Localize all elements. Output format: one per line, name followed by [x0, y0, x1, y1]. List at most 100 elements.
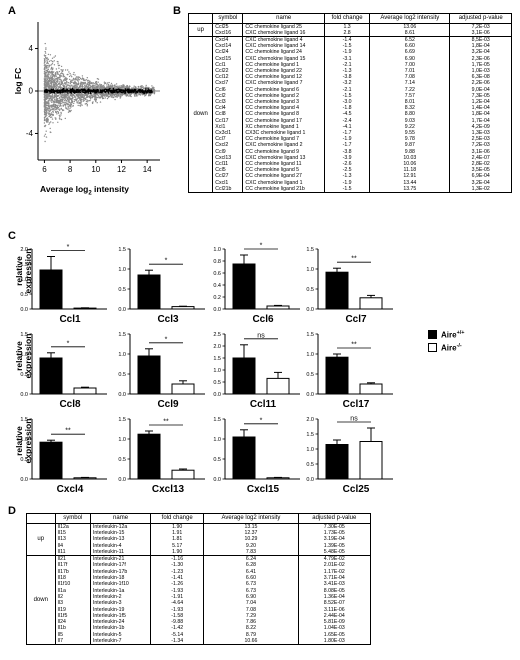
ma-point [70, 109, 72, 112]
chemokine-table-cell: CC chemokine ligand 27 [242, 173, 325, 180]
chemokine-table-cell: Ccl21b [212, 185, 243, 194]
ma-point [51, 63, 54, 65]
ma-point [119, 87, 121, 89]
interleukin-table-row: Il2 Interleukin-2 -1.91 6.90 1.36E-04 [27, 593, 371, 601]
bar-chart-y-tick-label: 1.5 [118, 417, 126, 423]
ma-point [107, 91, 109, 93]
ma-point [58, 82, 60, 85]
ma-point [48, 81, 50, 83]
chemokine-table-row: Ccl3 CC chemokine ligand 3 -3.0 8.01 1,2E-04 [189, 99, 512, 106]
ma-point [122, 93, 124, 96]
ma-point [80, 101, 82, 104]
bar-chart-y-tick-label: 2.5 [213, 332, 221, 338]
interleukin-table-cell: -1.16 [150, 555, 204, 563]
ma-point [78, 94, 80, 96]
interleukin-table-cell: Il5 [54, 631, 91, 639]
ma-point [56, 101, 59, 104]
interleukin-table-cell: Interleukin-11 [89, 548, 151, 557]
ma-point [86, 89, 89, 92]
ma-point [144, 95, 146, 97]
ma-point [54, 101, 56, 104]
chemokine-table-cell: 1,2E-04 [449, 99, 512, 106]
bar [73, 477, 97, 480]
ma-point [72, 96, 74, 99]
ma-point [114, 85, 116, 87]
ma-point [101, 85, 104, 87]
interleukin-table-cell: Interleukin-1f10 [89, 581, 151, 588]
significance-label: * [67, 244, 70, 251]
bar-chart-title: Ccl11 [250, 399, 277, 410]
bar-chart-y-tick-label: 2.0 [306, 417, 314, 423]
chemokine-table-cell: 7,3E-05 [449, 92, 512, 100]
bar-chart-y-tick-label: 1.5 [20, 332, 28, 338]
ma-point [65, 93, 67, 96]
ma-point [44, 86, 46, 88]
ma-point [61, 98, 63, 100]
chemokine-table-cell: 7.14 [369, 80, 450, 87]
interleukin-table-cell: Il12a [54, 523, 91, 530]
ma-point [76, 90, 78, 93]
ma-point [132, 89, 134, 91]
chemokine-table-row: Cx3cl1 CX3C chemokine ligand 1 -1.7 9.55 1,3… [189, 130, 512, 137]
ma-point [89, 89, 91, 91]
bar-chart-title: Cxcl15 [247, 484, 280, 495]
ma-point [84, 88, 86, 91]
ma-point [142, 94, 144, 96]
ma-point [76, 101, 78, 103]
ma-point [133, 92, 135, 95]
ma-point [55, 75, 58, 77]
ma-point [50, 64, 53, 66]
ma-point [72, 93, 74, 96]
ma-point [73, 87, 75, 90]
interleukin-table-cell: Il1f5 [54, 612, 91, 620]
ma-point [75, 82, 78, 84]
ma-point [50, 121, 52, 123]
ma-point [61, 102, 63, 105]
ma-point [63, 83, 65, 85]
interleukin-table-cell: 1.91 [150, 529, 204, 537]
bar [137, 433, 161, 480]
bar-chart-y-tick-label: 1.0 [213, 437, 221, 443]
chemokine-table-cell: Cxcl1 [212, 179, 243, 186]
interleukin-table-row: Il17b Interleukin-17b -1.23 6.41 1.17E-02 [27, 568, 371, 576]
chemokine-table-cell: 6.52 [369, 36, 450, 44]
chemokine-table-row: down Cxcl4 CXC chemokine ligand 4 -1.4 6.52 8… [188, 36, 512, 194]
ma-point [96, 82, 98, 85]
ma-point [136, 95, 138, 97]
ma-point [57, 80, 59, 82]
ma-xlabel-prefix: Average log [40, 184, 89, 194]
bar-chart-y-tick-label: 1.5 [306, 247, 314, 253]
ma-point [111, 86, 114, 88]
ma-point [53, 98, 56, 100]
ma-point [57, 73, 59, 75]
panel-a-letter: A [8, 5, 16, 17]
chemokine-table-cell: -2.6 [323, 161, 370, 168]
ma-point [45, 47, 47, 49]
interleukin-table-cell: Interleukin-24 [89, 619, 151, 626]
ma-point [59, 115, 61, 118]
legend-item-wildtype: Aire+/+ [428, 328, 465, 341]
ma-y-tick-label: 4 [29, 44, 34, 53]
ma-point [52, 104, 55, 107]
ma-point [84, 81, 86, 84]
ma-point [71, 99, 73, 101]
ma-point [67, 69, 69, 71]
ma-point [49, 127, 51, 130]
chemokine-table-cell: 6,3E-08 [449, 74, 512, 81]
ma-point [80, 93, 83, 95]
ma-point [69, 82, 72, 85]
chemokine-table-cell: Ccl7 [212, 136, 243, 143]
ma-point [109, 84, 112, 86]
ma-point [128, 95, 130, 97]
chemokine-table-cell: Ccl5 [212, 167, 243, 174]
ma-point [67, 82, 70, 84]
ma-point [77, 100, 80, 102]
ma-point [47, 109, 49, 111]
ma-point [59, 82, 61, 85]
ma-point [56, 110, 58, 113]
interleukin-table-cell: 5.48E-05 [297, 548, 371, 557]
ma-point [122, 87, 124, 89]
ma-point [147, 88, 149, 90]
ma-point [81, 89, 84, 91]
ma-point [55, 118, 57, 121]
